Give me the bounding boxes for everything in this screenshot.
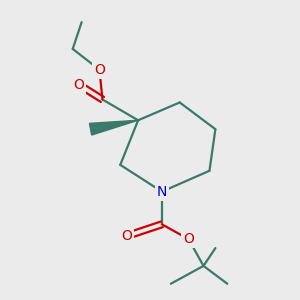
Text: O: O <box>73 78 84 92</box>
Text: N: N <box>157 184 167 199</box>
Polygon shape <box>89 120 138 135</box>
Text: O: O <box>183 232 194 246</box>
Text: O: O <box>94 63 105 77</box>
Text: O: O <box>121 229 132 243</box>
